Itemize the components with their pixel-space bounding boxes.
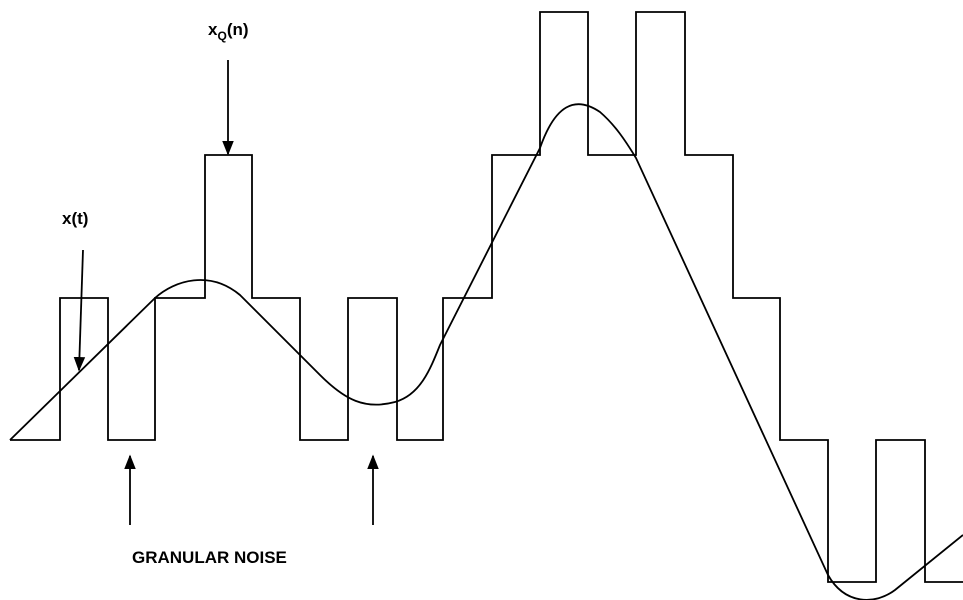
label-xq-sub: Q <box>217 29 226 43</box>
staircase <box>10 11 963 583</box>
arrow-xt <box>73 249 86 372</box>
label-xq: xQ(n) <box>208 20 249 43</box>
label-xq-base: x <box>208 20 218 39</box>
label-noise: GRANULAR NOISE <box>132 548 287 567</box>
signal-curve <box>9 103 963 600</box>
label-xt: x(t) <box>62 209 88 228</box>
label-xq-rest: (n) <box>227 20 249 39</box>
